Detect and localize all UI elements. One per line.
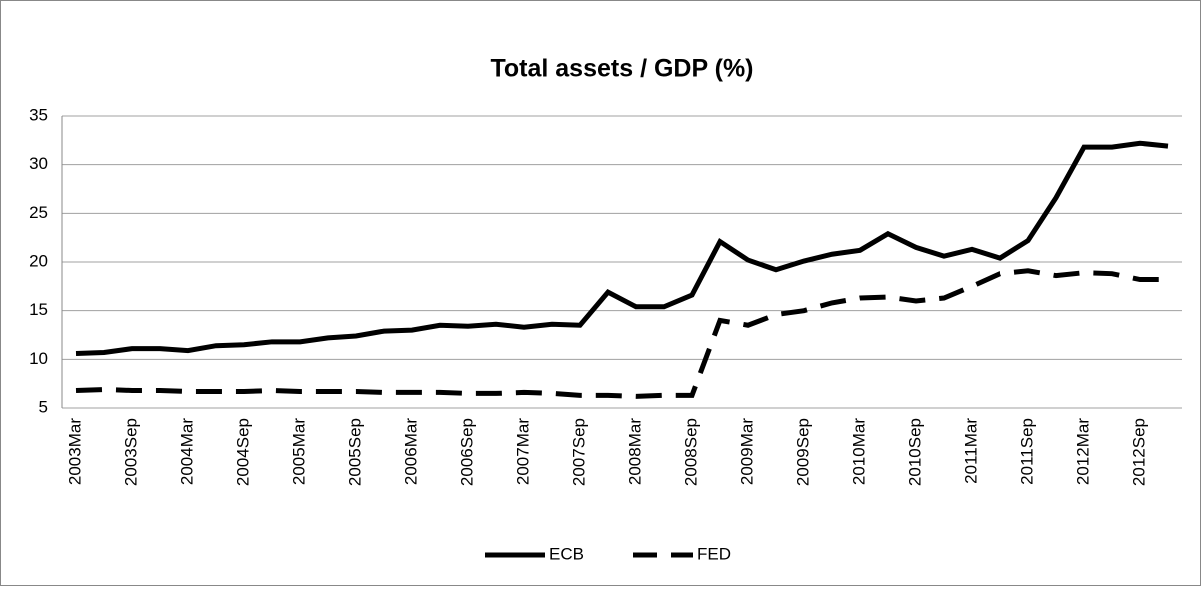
x-tick-label: 2009Mar <box>737 418 756 485</box>
x-tick-label: 2008Sep <box>681 418 700 486</box>
series-line <box>75 140 1169 356</box>
x-tick-label: 2011Mar <box>961 418 980 484</box>
x-tick-label: 2009Sep <box>793 418 812 486</box>
y-tick-label: 30 <box>29 154 48 173</box>
x-tick-label: 2005Sep <box>345 418 364 486</box>
series-line <box>75 268 1168 399</box>
y-tick-label: 35 <box>29 105 48 124</box>
x-tick-label: 2012Sep <box>1129 418 1148 486</box>
x-tick-label: 2006Mar <box>401 418 420 485</box>
chart-title: Total assets / GDP (%) <box>490 55 753 83</box>
x-tick-label: 2012Mar <box>1073 418 1092 485</box>
legend-label: ECB <box>549 544 584 563</box>
x-tick-label: 2010Mar <box>849 418 868 485</box>
x-tick-label: 2003Mar <box>65 418 84 485</box>
y-tick-label: 5 <box>39 397 48 416</box>
y-tick-label: 15 <box>29 300 48 319</box>
x-tick-label: 2005Mar <box>289 418 308 485</box>
y-tick-label: 25 <box>29 203 48 222</box>
x-tick-label: 2003Sep <box>121 418 140 486</box>
x-tick-label: 2008Mar <box>625 418 644 485</box>
y-tick-label: 20 <box>29 251 48 270</box>
legend-label: FED <box>697 544 731 563</box>
x-tick-label: 2004Mar <box>177 418 196 485</box>
x-tick-label: 2004Sep <box>233 418 252 486</box>
y-tick-label: 10 <box>29 349 48 368</box>
x-tick-label: 2010Sep <box>905 418 924 486</box>
x-tick-label: 2011Sep <box>1017 418 1036 485</box>
x-tick-label: 2007Mar <box>513 418 532 485</box>
x-tick-label: 2006Sep <box>457 418 476 486</box>
x-tick-label: 2007Sep <box>569 418 588 486</box>
